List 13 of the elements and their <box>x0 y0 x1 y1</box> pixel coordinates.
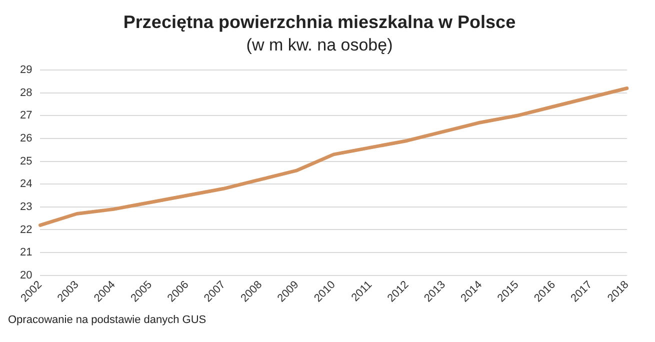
y-tick-label: 28 <box>20 86 32 99</box>
y-tick-label: 23 <box>20 200 32 213</box>
y-tick-label: 27 <box>20 110 32 122</box>
y-tick-label: 20 <box>20 269 32 282</box>
text: Opracowanie na podstawie danych GUS <box>8 314 208 326</box>
y-tick-label: 24 <box>20 178 32 190</box>
chart-title: Przeciętna powierzchnia mieszkalna w Polsce <box>123 12 516 32</box>
y-tick-label: 22 <box>20 224 32 236</box>
y-tick-label: 21 <box>20 246 32 259</box>
chart-subtitle: (w m kw. na osobę) <box>246 35 393 54</box>
y-tick-label: 26 <box>20 132 32 144</box>
y-tick-label: 25 <box>20 155 32 168</box>
y-tick-label: 29 <box>20 64 32 76</box>
